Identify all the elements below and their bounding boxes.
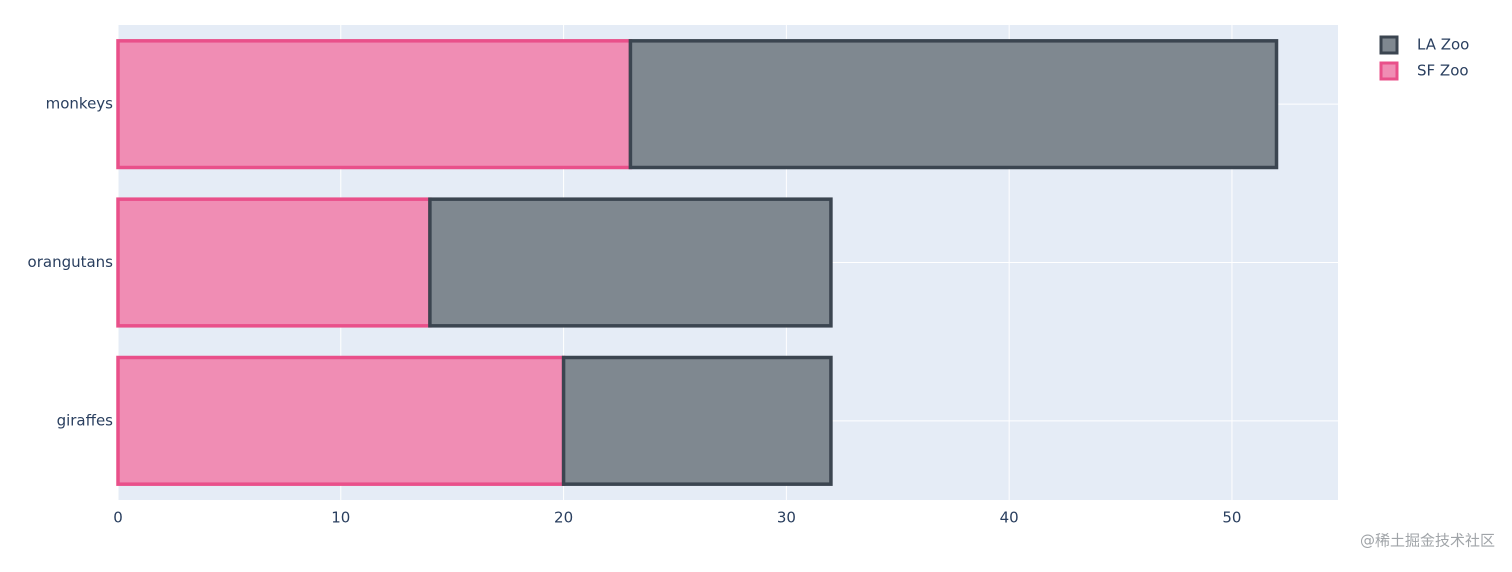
x-tick-label: 50 [1222,509,1241,527]
x-tick-label: 40 [1000,509,1019,527]
watermark: @稀土掘金技术社区 [1360,532,1495,550]
legend-label: LA Zoo [1417,36,1469,54]
legend-swatch [1379,61,1399,81]
y-tick-label: monkeys [46,95,114,113]
y-tick-label: giraffes [57,411,114,429]
bar [116,39,633,170]
bar [116,355,566,486]
bar [428,197,833,328]
bar [116,197,432,328]
legend-label: SF Zoo [1417,62,1469,80]
x-tick-label: 20 [554,509,573,527]
x-tick-label: 0 [113,509,123,527]
y-tick-label: orangutans [28,253,114,271]
legend-swatch [1379,35,1399,55]
x-tick-label: 10 [331,509,350,527]
x-tick-label: 30 [777,509,796,527]
bar [628,39,1279,170]
bar [561,355,833,486]
